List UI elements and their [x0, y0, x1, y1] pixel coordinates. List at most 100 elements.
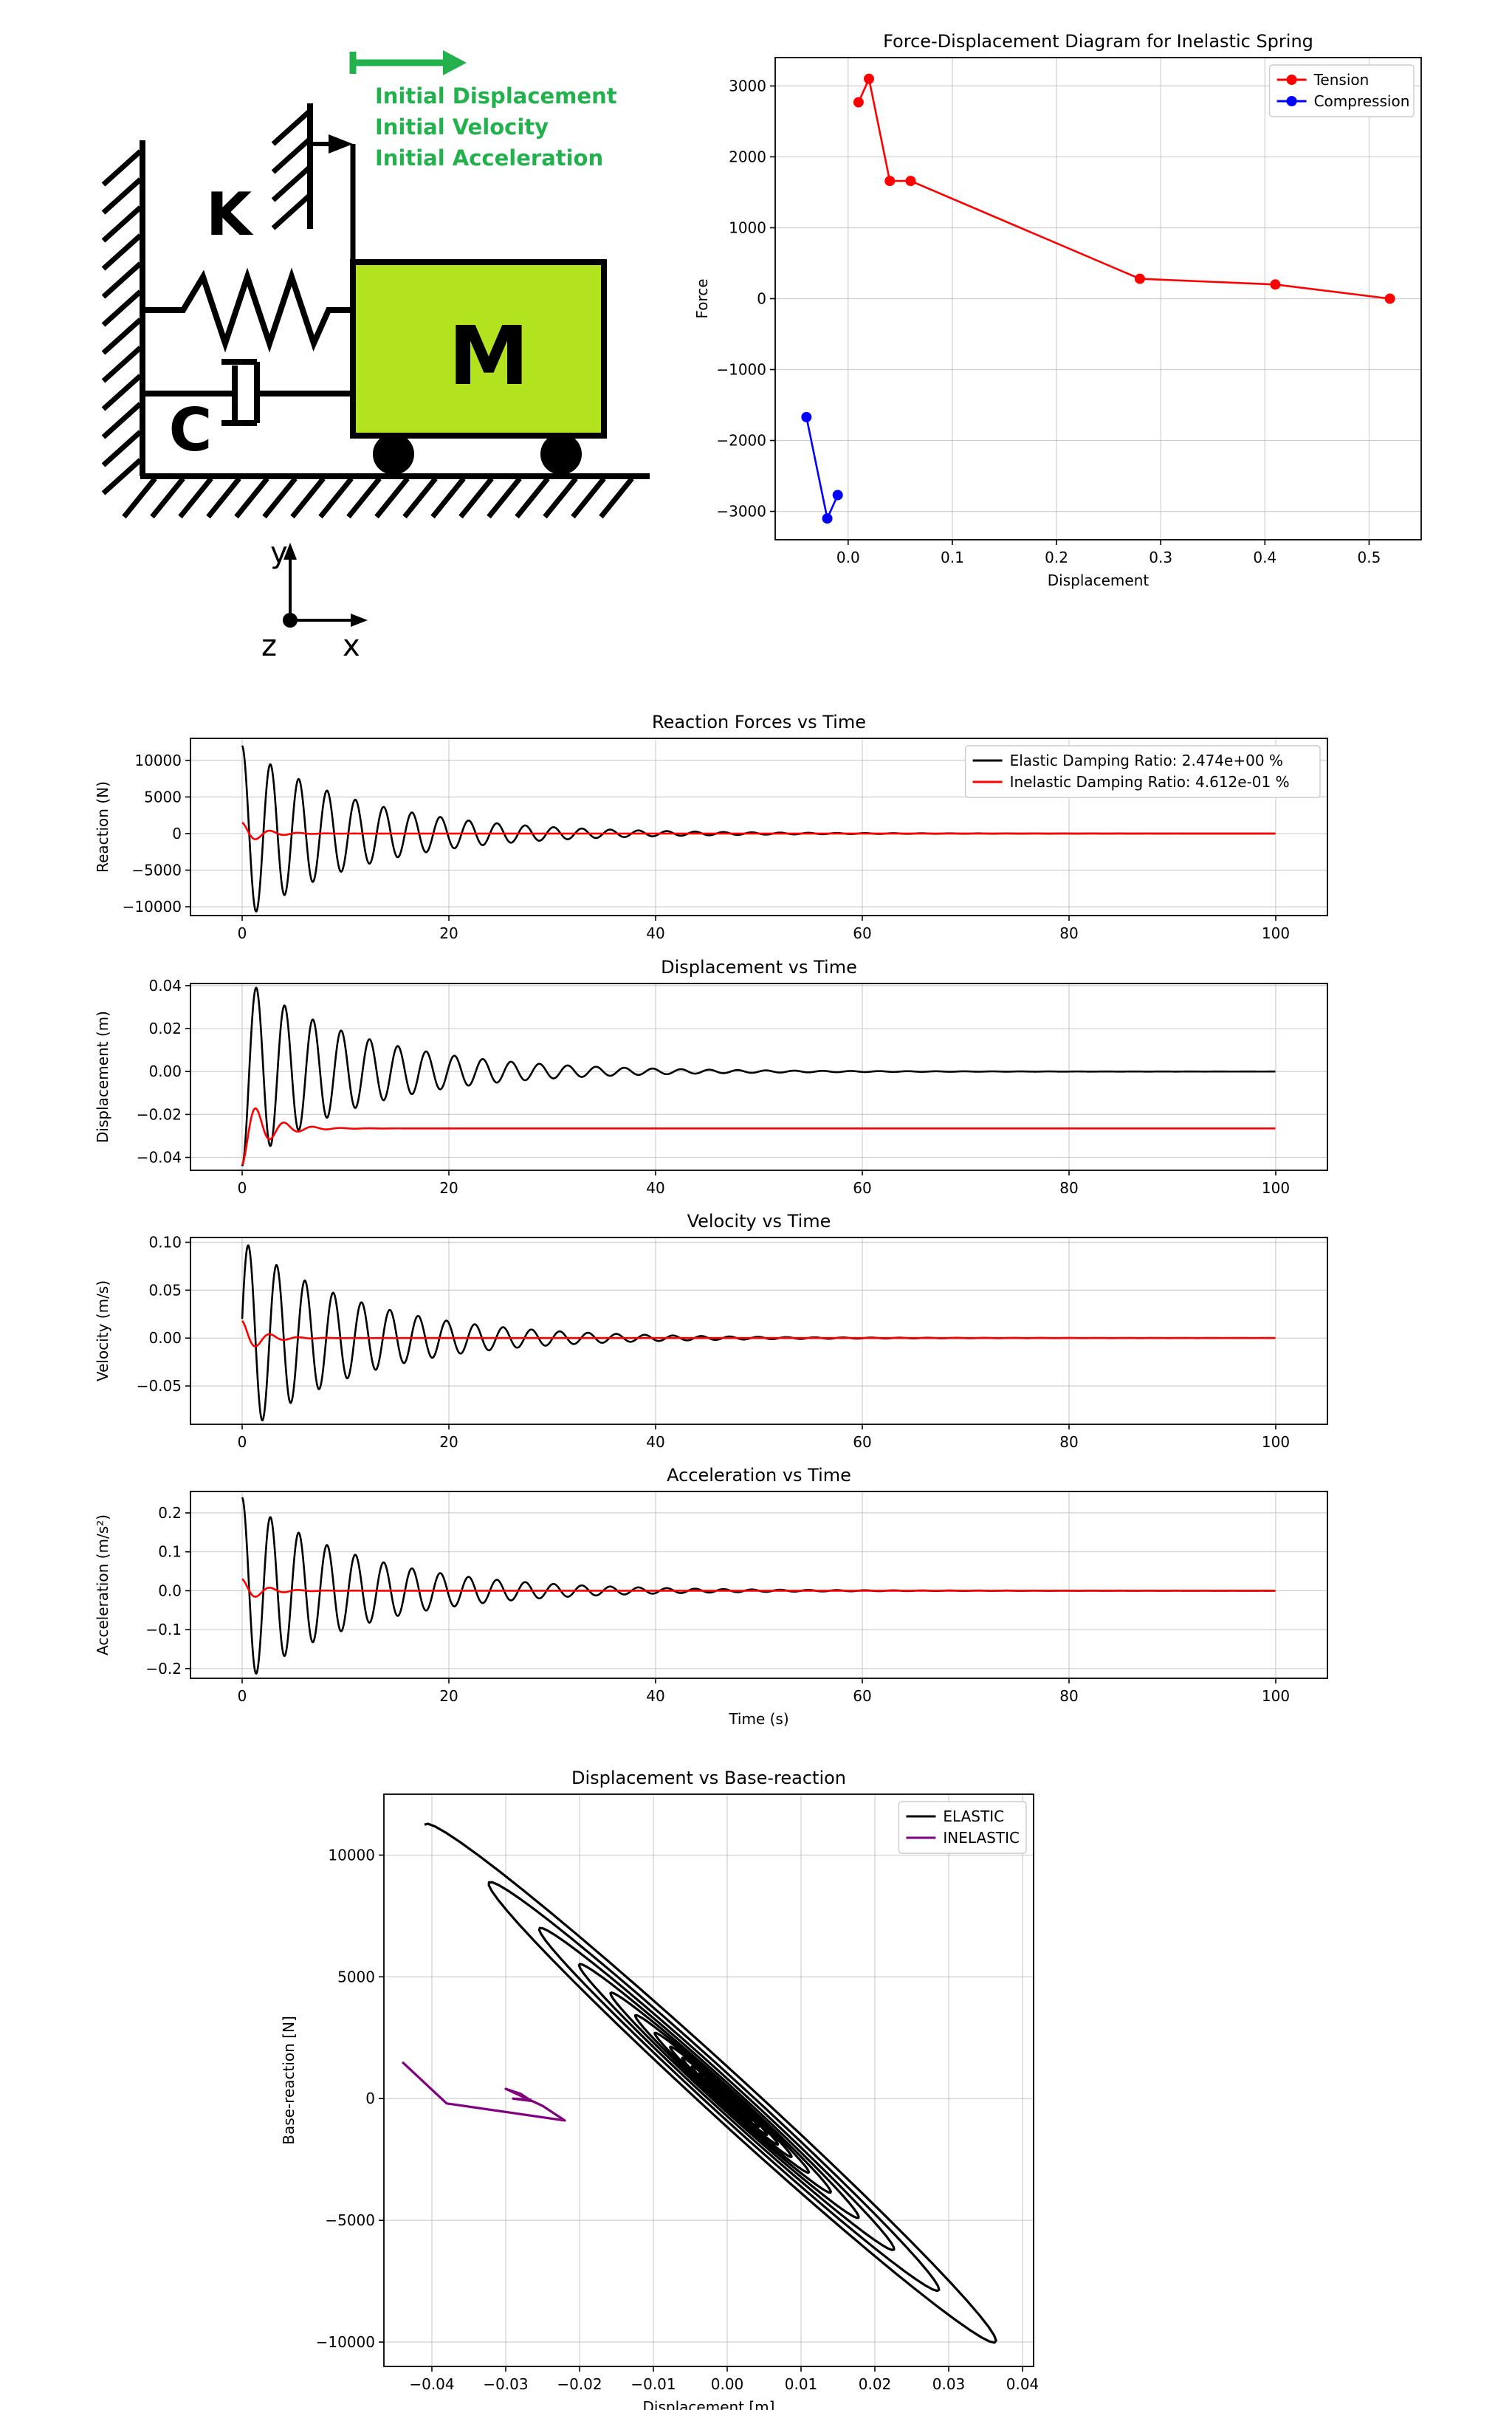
data-point: [1134, 273, 1145, 284]
y-tick-label: −1000: [716, 361, 766, 379]
plot-frame: [190, 1491, 1328, 1679]
y-tick-label: 5000: [337, 1968, 375, 1985]
x-tick-label: 0.04: [1006, 2375, 1040, 2393]
pointer-arrow-icon: [329, 134, 353, 154]
y-axis-label: Base-reaction [N]: [280, 2016, 298, 2145]
x-tick-label: 60: [853, 1433, 871, 1451]
y-tick-label: −0.05: [137, 1377, 182, 1395]
axis-x-label: x: [343, 629, 360, 663]
x-tick-label: −0.02: [557, 2375, 602, 2393]
velocity-time-chart: 0 20 40 60 80 100 −0.05 0.00 0.05 0.10 Velocity vs…: [94, 1211, 1328, 1451]
x-tick-label: −0.03: [483, 2375, 528, 2393]
x-tick-label: 20: [439, 1179, 458, 1197]
y-tick-label: 0: [757, 290, 766, 308]
data-point: [822, 513, 833, 524]
x-tick-label: 40: [646, 1433, 664, 1451]
series-line-0: [241, 1497, 1276, 1675]
series-line-0: [241, 1244, 1276, 1421]
x-tick-label: 100: [1262, 1179, 1290, 1197]
mass-spring-damper-schematic: M K C Initial Displacement Initial Veloc…: [101, 50, 650, 663]
y-tick-label: 0.05: [148, 1281, 182, 1299]
x-tick-label: 100: [1262, 924, 1290, 942]
y-tick-label: −5000: [325, 2211, 375, 2229]
series-line-1: [805, 416, 839, 520]
x-tick-label: 100: [1262, 1687, 1290, 1705]
data-point: [905, 176, 916, 187]
x-tick-label: 0: [238, 1433, 247, 1451]
reaction-forces-chart: 0 20 40 60 80 100 −10000 −5000 0 5000 10000 Reactio…: [94, 712, 1328, 942]
legend-label: Compression: [1314, 92, 1410, 110]
y-tick-label: 0.2: [158, 1504, 182, 1522]
x-tick-label: 80: [1059, 1687, 1078, 1705]
z-axis-dot-icon: [283, 613, 298, 628]
x-tick-label: 0: [238, 1687, 247, 1705]
mass-label: M: [448, 309, 529, 403]
spring-label: K: [206, 180, 254, 249]
y-axis-label: Displacement (m): [94, 1011, 111, 1143]
y-tick-label: 0.10: [148, 1233, 182, 1251]
x-tick-label: 40: [646, 924, 664, 942]
y-tick-label: 0.04: [148, 977, 182, 995]
y-tick-label: −2000: [716, 432, 766, 450]
legend-box: [964, 745, 1321, 798]
wheel-right-icon: [540, 433, 582, 475]
plot-frame: [190, 983, 1328, 1171]
plot-frame: [190, 1237, 1328, 1425]
initial-velocity-label: Initial Velocity: [375, 114, 549, 140]
chart-title: Acceleration vs Time: [667, 1465, 851, 1486]
data-point: [1270, 279, 1281, 290]
data-point: [853, 97, 864, 108]
x-tick-label: 60: [853, 1179, 871, 1197]
legend-box: [898, 1801, 1027, 1854]
x-tick-label: −0.01: [630, 2375, 676, 2393]
data-point: [884, 176, 896, 187]
chart-title: Displacement vs Time: [661, 957, 857, 978]
x-tick-label: −0.04: [409, 2375, 454, 2393]
x-tick-label: 20: [439, 1433, 458, 1451]
x-tick-label: 60: [853, 924, 871, 942]
x-tick-label: 40: [646, 1179, 664, 1197]
x-tick-label: 0.00: [711, 2375, 744, 2393]
series-line-0: [241, 986, 1276, 1167]
plot-frame: [190, 738, 1328, 916]
legend-marker: [1286, 75, 1297, 85]
y-tick-label: 0: [172, 825, 182, 842]
axis-z-label: z: [261, 629, 277, 663]
y-tick-label: 0.0: [158, 1582, 182, 1599]
x-tick-label: 0.0: [836, 549, 860, 566]
series-line-1: [241, 1107, 1276, 1166]
y-tick-label: 1000: [729, 219, 766, 236]
x-tick-label: 0.01: [785, 2375, 818, 2393]
y-tick-label: 5000: [144, 788, 182, 806]
y-tick-label: −5000: [131, 862, 182, 879]
reference-hatch: [271, 109, 312, 230]
y-tick-label: 0.00: [148, 1062, 182, 1080]
y-axis-label: Force: [693, 278, 711, 318]
damper-icon: [142, 359, 353, 426]
x-axis-label: Displacement [m]: [643, 2398, 775, 2410]
x-tick-label: 80: [1059, 1433, 1078, 1451]
y-tick-label: 0.1: [158, 1543, 182, 1561]
data-point: [832, 490, 843, 501]
ground-hatch: [122, 476, 634, 519]
axis-triad: y x z: [261, 536, 368, 663]
x-tick-label: 100: [1262, 1433, 1290, 1451]
y-tick-label: −0.2: [145, 1660, 182, 1678]
legend-label: ELASTIC: [943, 1808, 1004, 1825]
y-tick-label: 10000: [134, 752, 182, 769]
data-point: [1384, 293, 1395, 304]
legend-box: [1268, 64, 1415, 117]
y-tick-label: 0: [365, 2090, 375, 2107]
x-tick-label: 80: [1059, 924, 1078, 942]
x-tick-label: 0.3: [1149, 549, 1172, 566]
chart-title: Reaction Forces vs Time: [652, 712, 866, 732]
displacement-time-chart: 0 20 40 60 80 100 −0.04 −0.02 0.00 0.02 0.04 Displa…: [94, 957, 1328, 1197]
x-tick-label: 0: [238, 924, 247, 942]
initial-acceleration-label: Initial Acceleration: [375, 145, 603, 171]
series-line-1: [241, 1578, 1276, 1598]
y-axis-label: Acceleration (m/s²): [94, 1514, 111, 1655]
series-line-1: [241, 1320, 1276, 1348]
x-tick-label: 0.03: [932, 2375, 966, 2393]
y-tick-label: 10000: [328, 1846, 375, 1864]
displacement-base-reaction-chart: −0.04 −0.03 −0.02 −0.01 0.00 0.01 0.02 0.03 0.04…: [280, 1768, 1039, 2410]
